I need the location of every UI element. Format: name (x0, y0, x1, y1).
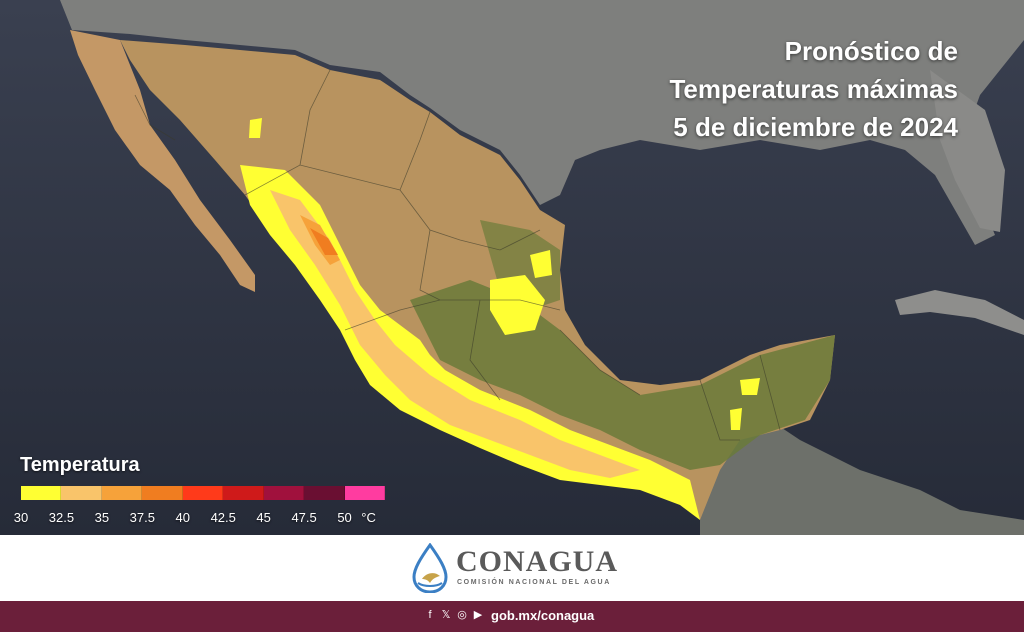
central-america-land (700, 420, 1024, 535)
legend-color-bar (21, 486, 385, 500)
usa-land (60, 0, 1024, 245)
legend-label: 35 (94, 510, 110, 525)
legend-title: Temperatura (20, 454, 140, 476)
temp-zone-30 (249, 118, 262, 138)
legend-swatch (304, 486, 345, 500)
brand-subtitle: COMISIÓN NACIONAL DEL AGUA (457, 579, 611, 586)
baja-california (70, 30, 255, 292)
title-line-2: Temperaturas máximas (669, 74, 958, 104)
footer-bar: f 𝕏 ◎ ▶ gob.mx/conagua (0, 601, 1024, 632)
footer-url[interactable]: gob.mx/conagua (491, 608, 595, 623)
temperature-map (0, 0, 1024, 535)
legend-swatch (344, 486, 385, 500)
temp-zone-30 (730, 408, 742, 430)
florida-land (930, 70, 1005, 232)
legend-label: 37.5 (129, 510, 155, 525)
legend-swatch (101, 486, 143, 500)
legend-swatch (263, 486, 305, 500)
title-line-1: Pronóstico de (784, 36, 958, 66)
legend-unit: °C (361, 510, 376, 525)
facebook-icon[interactable]: f (428, 609, 432, 621)
state-borders (134, 69, 781, 441)
brand-bar: CONAGUA COMISIÓN NACIONAL DEL AGUA (0, 535, 1024, 601)
instagram-icon[interactable]: ◎ (457, 609, 467, 621)
legend-swatch (182, 486, 224, 500)
cuba-land (895, 290, 1024, 335)
legend-label: 32.5 (48, 510, 75, 525)
legend-swatch (21, 486, 62, 500)
temp-zone-30 (530, 250, 552, 278)
legend-label: 30 (13, 510, 29, 525)
legend-swatch (223, 486, 264, 500)
legend-labels: 30 32.5 35 37.5 40 42.5 45 47.5 50 °C (0, 510, 420, 526)
legend-label: 50 (337, 510, 352, 525)
x-icon[interactable]: 𝕏 (441, 609, 451, 621)
temp-zone-30 (490, 275, 545, 335)
legend-swatch (61, 486, 102, 500)
youtube-icon[interactable]: ▶ (473, 609, 483, 621)
temp-zone-37-5 (310, 228, 338, 255)
legend-label: 45 (256, 510, 271, 525)
map-title: Pronóstico de Temperaturas máximas 5 de … (669, 32, 958, 146)
legend-label: 47.5 (291, 510, 317, 525)
legend-label: 40 (175, 510, 190, 525)
brand-name: CONAGUA (456, 545, 618, 578)
conagua-logo-icon (412, 543, 448, 593)
title-line-3: 5 de diciembre de 2024 (673, 112, 958, 142)
legend-swatch (142, 486, 183, 500)
temp-zone-30 (740, 378, 760, 395)
social-links: f 𝕏 ◎ ▶ (424, 609, 484, 621)
legend-label: 42.5 (210, 510, 236, 525)
